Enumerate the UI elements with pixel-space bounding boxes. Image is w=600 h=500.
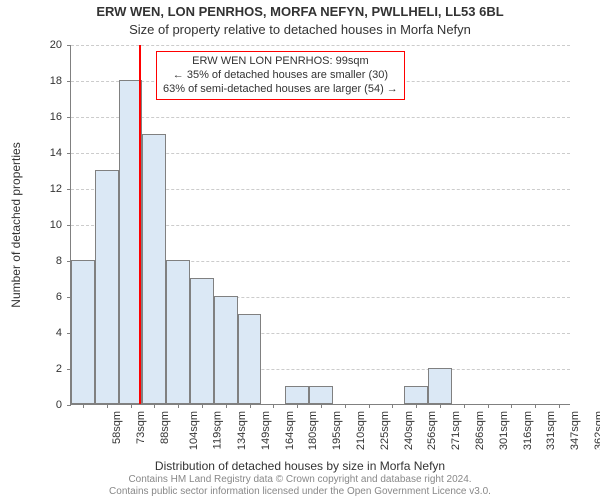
y-tick-label: 6 bbox=[56, 291, 62, 303]
y-tick-labels: 02468101214161820 bbox=[0, 45, 66, 405]
y-tick-label: 20 bbox=[50, 39, 62, 51]
histogram-bar bbox=[142, 134, 166, 404]
x-tick-label: 134sqm bbox=[236, 411, 248, 450]
y-tick-label: 0 bbox=[56, 399, 62, 411]
x-tick-label: 195sqm bbox=[331, 411, 343, 450]
x-tick-label: 225sqm bbox=[379, 411, 391, 450]
histogram-bar bbox=[309, 386, 333, 404]
x-tick-label: 104sqm bbox=[188, 411, 200, 450]
y-tick-label: 10 bbox=[50, 219, 62, 231]
x-tick-label: 73sqm bbox=[135, 411, 147, 444]
annotation-line2: ← 35% of detached houses are smaller (30… bbox=[173, 69, 388, 81]
y-tick-label: 18 bbox=[50, 75, 62, 87]
x-tick-label: 119sqm bbox=[211, 411, 223, 449]
chart-subtitle: Size of property relative to detached ho… bbox=[0, 22, 600, 37]
x-tick-label: 88sqm bbox=[159, 411, 171, 444]
histogram-bar bbox=[190, 278, 214, 404]
x-tick-label: 180sqm bbox=[308, 411, 320, 450]
annotation-line1: ERW WEN LON PENRHOS: 99sqm bbox=[192, 55, 368, 67]
x-tick-label: 362sqm bbox=[593, 411, 600, 450]
x-axis-label: Distribution of detached houses by size … bbox=[0, 459, 600, 473]
histogram-bar bbox=[285, 386, 309, 404]
histogram-bar bbox=[428, 368, 452, 404]
y-tick-label: 4 bbox=[56, 327, 62, 339]
x-tick-labels: 58sqm 73sqm 88sqm 104sqm 119sqm 134sqm 149sqm 1… bbox=[70, 405, 570, 460]
y-tick bbox=[67, 189, 71, 190]
plot-area: ERW WEN LON PENRHOS: 99sqm ← 35% of detac… bbox=[70, 45, 570, 405]
annotation-line3: 63% of semi-detached houses are larger (… bbox=[163, 83, 398, 95]
y-tick bbox=[67, 117, 71, 118]
histogram-bar bbox=[238, 314, 262, 404]
histogram-bar bbox=[71, 260, 95, 404]
x-tick-label: 347sqm bbox=[569, 411, 581, 450]
y-tick bbox=[67, 153, 71, 154]
y-tick-label: 8 bbox=[56, 255, 62, 267]
x-tick-label: 210sqm bbox=[355, 411, 367, 450]
y-tick bbox=[67, 225, 71, 226]
x-tick-label: 331sqm bbox=[546, 411, 558, 450]
x-tick-label: 301sqm bbox=[498, 411, 510, 450]
x-tick-label: 149sqm bbox=[260, 411, 272, 450]
x-tick-label: 286sqm bbox=[474, 411, 486, 450]
x-tick-label: 240sqm bbox=[403, 411, 415, 450]
figure: ERW WEN, LON PENRHOS, MORFA NEFYN, PWLLH… bbox=[0, 0, 600, 500]
y-tick-label: 14 bbox=[50, 147, 62, 159]
x-tick-label: 164sqm bbox=[284, 411, 296, 450]
grid-line bbox=[71, 117, 570, 118]
y-tick-label: 16 bbox=[50, 111, 62, 123]
footer-line2: Contains public sector information licen… bbox=[109, 486, 491, 497]
footer-credits: Contains HM Land Registry data © Crown c… bbox=[0, 474, 600, 498]
histogram-bar bbox=[214, 296, 238, 404]
footer-line1: Contains HM Land Registry data © Crown c… bbox=[128, 474, 471, 485]
grid-line bbox=[71, 45, 570, 46]
histogram-bar bbox=[404, 386, 428, 404]
reference-marker bbox=[139, 45, 141, 404]
y-tick bbox=[67, 81, 71, 82]
chart-title-line1: ERW WEN, LON PENRHOS, MORFA NEFYN, PWLLH… bbox=[0, 4, 600, 19]
y-tick bbox=[67, 45, 71, 46]
x-tick-label: 58sqm bbox=[111, 411, 123, 444]
histogram-bar bbox=[166, 260, 190, 404]
x-tick-label: 256sqm bbox=[427, 411, 439, 450]
histogram-bar bbox=[95, 170, 119, 404]
x-tick-label: 316sqm bbox=[522, 411, 534, 450]
y-tick-label: 12 bbox=[50, 183, 62, 195]
y-tick-label: 2 bbox=[56, 363, 62, 375]
annotation-box: ERW WEN LON PENRHOS: 99sqm ← 35% of detac… bbox=[156, 51, 405, 100]
x-tick-label: 271sqm bbox=[450, 411, 462, 450]
